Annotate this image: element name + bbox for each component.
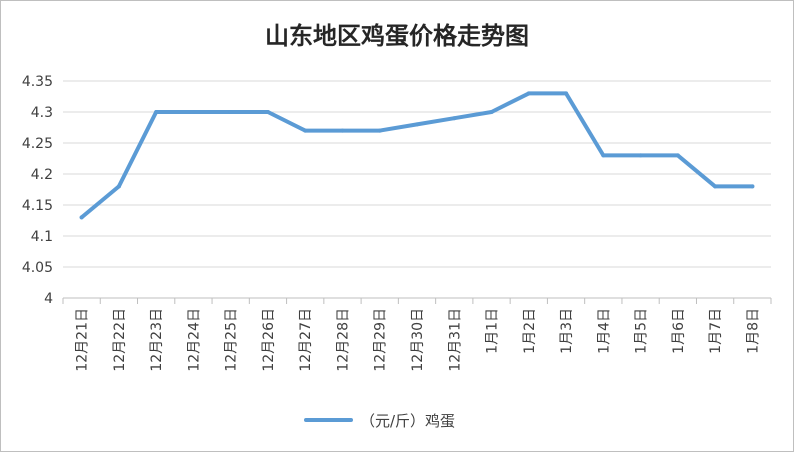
x-tick-label: 1月1日 [485, 308, 501, 354]
data-point [265, 110, 270, 114]
x-axis [62, 297, 772, 304]
y-tick-label: 4 [44, 291, 53, 307]
x-tick-label: 1月3日 [559, 308, 575, 354]
data-point [154, 110, 159, 114]
data-point [228, 110, 233, 114]
x-tick-label: 12月30日 [410, 308, 426, 372]
y-tick-label: 4.05 [22, 260, 53, 276]
legend-label: （元/斤）鸡蛋 [360, 412, 455, 430]
x-tick-label: 12月28日 [335, 308, 351, 372]
gridlines [63, 80, 771, 268]
data-point [638, 153, 643, 158]
x-tick-label: 1月7日 [708, 308, 724, 354]
data-point [116, 184, 121, 189]
x-tick-label: 12月25日 [224, 308, 240, 372]
data-point [191, 110, 196, 114]
x-tick-label: 12月22日 [112, 308, 128, 372]
y-tick-label: 4.3 [31, 105, 53, 121]
data-point [564, 91, 569, 96]
data-point [340, 128, 345, 133]
x-tick-label: 12月27日 [298, 308, 314, 372]
data-point [415, 122, 419, 127]
y-tick-label: 4.15 [22, 198, 53, 214]
x-tick-label: 1月2日 [522, 308, 538, 354]
x-tick-label: 1月4日 [596, 308, 612, 354]
x-tick-label: 12月26日 [261, 308, 277, 372]
chart-title: 山东地区鸡蛋价格走势图 [265, 21, 529, 50]
data-point [79, 215, 84, 220]
x-tick-label: 12月23日 [149, 308, 165, 372]
x-tick-label: 1月5日 [634, 308, 650, 354]
x-tick-label: 1月8日 [745, 308, 761, 354]
data-point [675, 153, 680, 158]
data-point [303, 128, 308, 133]
series-layer [79, 91, 755, 220]
y-tick-label: 4.25 [22, 136, 53, 152]
y-tick-label: 4.1 [31, 229, 53, 245]
y-tick-label: 4.35 [22, 74, 53, 90]
data-point [713, 184, 718, 189]
x-tick-label: 12月24日 [186, 308, 202, 372]
data-point [601, 153, 606, 158]
data-point [750, 184, 755, 189]
data-point [526, 91, 531, 96]
y-tick-label: 4.2 [31, 167, 53, 183]
legend: （元/斤）鸡蛋 [304, 412, 455, 430]
x-axis-tick-labels: 12月21日 12月22日 12月23日 12月24日 12月25日 12月26日 12月2… [75, 308, 762, 372]
x-tick-label: 12月31日 [447, 308, 463, 372]
data-point [377, 128, 382, 133]
data-point [489, 110, 494, 114]
y-axis-tick-labels: 4 4.05 4.1 4.15 4.2 4.25 4.3 4.35 [22, 74, 53, 307]
x-tick-label: 12月29日 [373, 308, 389, 372]
data-point [452, 116, 457, 121]
x-tick-label: 1月6日 [671, 308, 687, 354]
x-tick-label: 12月21日 [75, 308, 91, 372]
